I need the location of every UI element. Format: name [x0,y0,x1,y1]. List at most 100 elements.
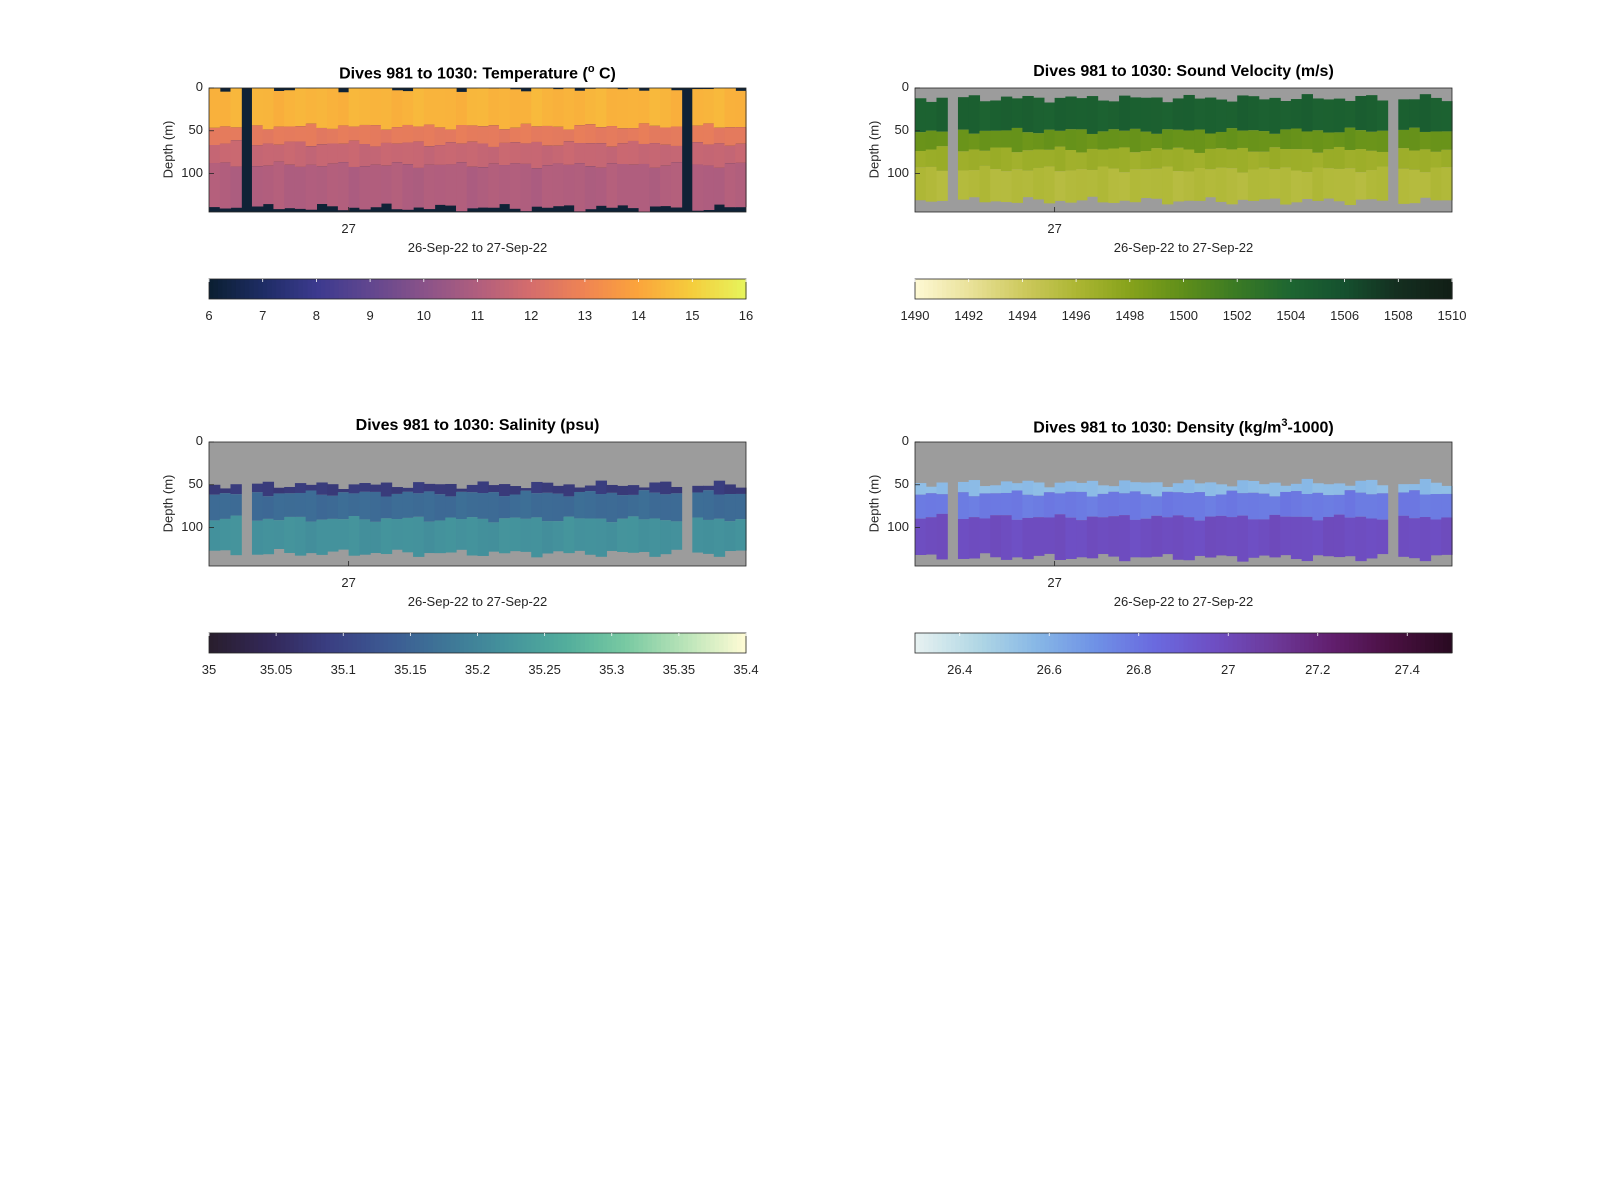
colorbar-swatch [383,279,389,299]
heatmap-cell [1194,129,1206,153]
heatmap-cell [445,496,457,518]
colorbar-swatch [1447,633,1453,653]
colorbar-swatch [732,279,738,299]
colorbar-swatch [495,279,501,299]
heatmap-cell [348,166,360,208]
colorbar-swatch [222,279,228,299]
heatmap-cell [584,88,597,125]
heatmap-cell [1194,492,1206,521]
heatmap-cell [445,129,457,143]
heatmap-cell [703,89,715,124]
heatmap-cell [1269,97,1281,134]
colorbar-swatch [1268,633,1274,653]
heatmap-cell [670,486,683,494]
heatmap-cell [1076,520,1088,558]
colorbar-swatch [620,633,626,653]
colorbar-swatch [1299,279,1305,299]
colorbar-swatch [1273,279,1279,299]
heatmap-cell [402,91,414,125]
heatmap-cell [230,484,242,495]
colorbar-tick-label: 16 [738,308,754,323]
colorbar-swatch [1017,279,1023,299]
heatmap-cell [1065,491,1077,518]
heatmap-cell [957,170,970,200]
colorbar-swatch [531,279,537,299]
heatmap-cell [990,130,1002,148]
heatmap-cell [498,165,511,205]
heatmap-cell [1226,149,1238,169]
heatmap-cell [1119,172,1131,201]
colorbar-swatch [620,279,626,299]
heatmap-cell [477,518,489,556]
colorbar-swatch [1008,633,1015,653]
colorbar-swatch [598,279,604,299]
colorbar-swatch [705,633,711,653]
colorbar-swatch [374,279,380,299]
heatmap-cell [488,485,500,493]
colorbar-swatch [571,279,577,299]
heatmap-cell [1022,480,1034,495]
colorbar-swatch [1080,279,1086,299]
colorbar-swatch [396,279,403,299]
colorbar-swatch [1044,633,1050,653]
heatmap-cell [649,482,661,493]
colorbar-swatch [271,279,277,299]
colorbar-tick-label: 35.1 [330,662,356,677]
heatmap-cell [1290,149,1303,171]
colorbar-swatch [289,633,295,653]
colorbar-swatch [1313,279,1319,299]
colorbar-swatch [464,633,470,653]
colorbar-swatch [347,633,353,653]
heatmap-cell [498,88,511,130]
colorbar-swatch [1085,279,1091,299]
heatmap-cell [649,167,661,207]
heatmap-cell [402,142,414,165]
heatmap-cell [1140,151,1152,170]
colorbar-swatch [267,633,273,653]
colorbar-swatch [455,279,461,299]
colorbar-swatch [1129,633,1135,653]
heatmap-cell [316,482,328,495]
heatmap-cell [1204,133,1217,149]
axes-frame [208,441,747,567]
colorbar-swatch [1129,279,1135,299]
colorbar-swatch [1196,279,1202,299]
colorbar-frame [914,632,1453,654]
heatmap-cell [1366,131,1378,151]
colorbar-swatch [276,633,282,653]
heatmap-cell [219,488,232,494]
colorbar-swatch [217,633,224,653]
heatmap-cell [445,517,457,553]
heatmap-cell [391,90,403,128]
colorbar-tick-label: 14 [631,308,646,323]
heatmap-cell [466,166,479,209]
colorbar-swatch [1165,279,1171,299]
colorbar-swatch [1286,279,1292,299]
heatmap-cell [574,163,586,212]
heatmap-cell [1290,491,1303,517]
colorbar-swatch [1062,279,1068,299]
heatmap-cell [251,88,264,126]
colorbar-swatch [1228,279,1234,299]
colorbar-swatch [919,633,925,653]
colorbar-swatch [602,279,608,299]
colorbar-swatch [683,279,689,299]
colorbar-swatch [1295,279,1301,299]
colorbar-swatch [928,633,934,653]
heatmap-cell [230,140,242,167]
colorbar-swatch [669,279,675,299]
colorbar-swatch [719,633,725,653]
y-tick-label: 0 [901,433,909,448]
heatmap-cell [1215,99,1228,132]
heatmap-cell [1247,480,1260,493]
colorbar-swatch [634,633,640,653]
colorbar-swatch [937,279,943,299]
colorbar-swatch [481,633,488,653]
heatmap-cell [337,489,350,493]
heatmap-cell [617,164,629,206]
heatmap-cell [370,521,382,554]
heatmap-cell [1269,514,1281,558]
heatmap-cell [1247,519,1260,558]
colorbar-swatch [737,279,743,299]
